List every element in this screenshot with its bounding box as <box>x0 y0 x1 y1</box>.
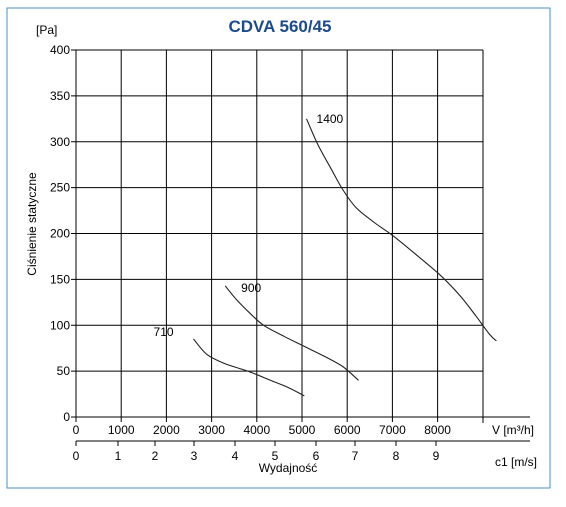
x2-tick-label: 7 <box>352 449 359 463</box>
y-tick-label: 400 <box>50 43 70 57</box>
x-tick-label: 1000 <box>108 423 135 437</box>
series-line-900 <box>224 285 359 381</box>
x2-axis-unit: c1 [m/s] <box>495 455 537 469</box>
y-tick-label: 300 <box>50 135 70 149</box>
chart-title: CDVA 560/45 <box>229 17 332 36</box>
y-axis-unit: [Pa] <box>36 23 57 37</box>
x-axis-label: Wydajność <box>259 461 318 475</box>
x-tick-label: 0 <box>73 423 80 437</box>
y-tick-label: 200 <box>50 227 70 241</box>
x-tick-label: 4000 <box>243 423 270 437</box>
x-tick-label: 6000 <box>334 423 361 437</box>
x2-tick-label: 6 <box>313 449 320 463</box>
y-tick-label: 250 <box>50 181 70 195</box>
x2-tick-label: 5 <box>272 449 279 463</box>
series-label-1400: 1400 <box>317 112 344 126</box>
x-tick-label: 8000 <box>424 423 451 437</box>
x-tick-label: 7000 <box>379 423 406 437</box>
y-axis-label: Ciśnienie statyczne <box>25 172 39 276</box>
x2-tick-label: 3 <box>191 449 198 463</box>
series-lines: 710 900 1400 <box>154 112 497 397</box>
series-line-710 <box>193 338 305 397</box>
x2-tick-label: 1 <box>115 449 122 463</box>
x-tick-label: 2000 <box>153 423 180 437</box>
x2-tick-label: 0 <box>73 449 80 463</box>
x2-tick-label: 4 <box>232 449 239 463</box>
series-label-900: 900 <box>241 281 261 295</box>
x2-tick-label: 8 <box>393 449 400 463</box>
axes <box>71 49 530 446</box>
series-label-710: 710 <box>154 325 174 339</box>
x2-tick-label: 2 <box>152 449 159 463</box>
y-tick-label: 100 <box>50 318 70 332</box>
x-tick-label: 5000 <box>289 423 316 437</box>
chart-border <box>6 7 551 489</box>
y-tick-label: 150 <box>50 272 70 286</box>
x-axis-unit: V [m³/h] <box>492 423 534 437</box>
x-tick-label: 3000 <box>198 423 225 437</box>
x2-tick-label: 9 <box>433 449 440 463</box>
grid <box>75 49 484 423</box>
y-tick-label: 50 <box>57 364 71 378</box>
y-tick-label: 0 <box>63 410 70 424</box>
series-line-1400 <box>305 118 497 342</box>
y-tick-label: 350 <box>50 89 70 103</box>
